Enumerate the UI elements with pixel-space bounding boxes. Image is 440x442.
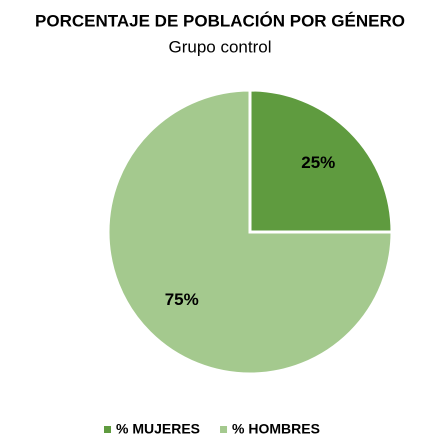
chart-title: PORCENTAJE DE POBLACIÓN POR GÉNERO xyxy=(35,11,405,30)
legend-label: % MUJERES xyxy=(116,421,200,437)
data-label: 75% xyxy=(165,290,199,309)
pie-slice xyxy=(106,88,394,376)
legend-swatch xyxy=(220,426,228,433)
chart-subtitle: Grupo control xyxy=(169,37,272,56)
pie-slice xyxy=(248,88,394,234)
data-label: 25% xyxy=(301,153,335,172)
legend-swatch xyxy=(104,426,111,433)
legend-label: % HOMBRES xyxy=(232,421,320,437)
